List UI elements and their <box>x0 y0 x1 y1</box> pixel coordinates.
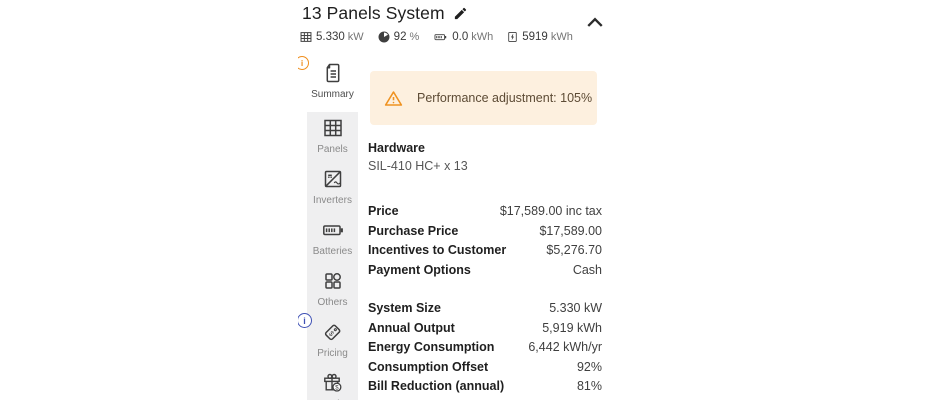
row-bill-reduction: Bill Reduction (annual) 81% <box>368 379 602 399</box>
incentives-gift-icon: $ <box>323 373 341 392</box>
others-shapes-icon <box>324 273 341 289</box>
row-value: 92% <box>576 359 602 374</box>
stat-unit: kW <box>347 31 364 43</box>
stat-battery-storage: 0.0 kWh <box>432 30 493 44</box>
warning-triangle-icon <box>384 90 403 106</box>
stat-value: 0.0 <box>452 31 469 43</box>
row-system-size: System Size 5.330 kW <box>368 301 602 321</box>
stat-system-size: 5.330 kW <box>299 30 364 44</box>
row-value: 5,919 kWh <box>542 320 602 335</box>
row-value: $5,276.70 <box>546 243 602 257</box>
battery-icon <box>322 225 343 236</box>
row-value: 6,442 kWh/yr <box>528 340 602 354</box>
row-label: Incentives to Customer <box>368 243 507 257</box>
warning-text: Performance adjustment: 105% <box>417 91 593 105</box>
stat-value: 5919 <box>522 31 548 43</box>
chevron-up-icon[interactable] <box>586 15 604 29</box>
stat-annual-output: 5919 kWh <box>506 30 573 44</box>
hardware-value: SIL-410 HC+ x 13 <box>368 159 468 173</box>
pricing-rows: Price $17,589.00 inc tax Purchase Price … <box>368 204 602 282</box>
sidebar-item-label: Others <box>317 297 348 308</box>
system-rows: System Size 5.330 kW Annual Output 5,919… <box>368 301 602 399</box>
stat-unit: % <box>409 31 420 43</box>
row-purchase-price: Purchase Price $17,589.00 <box>368 224 602 244</box>
battery-storage-icon <box>434 34 447 41</box>
row-energy-consumption: Energy Consumption 6,442 kWh/yr <box>368 340 602 360</box>
row-annual-output: Annual Output 5,919 kWh <box>368 321 602 341</box>
sidebar-item-summary[interactable]: Summary <box>307 57 358 108</box>
row-value: 5.330 kW <box>549 301 602 315</box>
hardware-heading: Hardware <box>368 141 425 155</box>
row-price: Price $17,589.00 inc tax <box>368 204 602 224</box>
row-label: Consumption Offset <box>368 359 489 374</box>
row-consumption-offset: Consumption Offset 92% <box>368 360 602 380</box>
summary-info-badge-icon[interactable]: i <box>298 56 309 70</box>
sidebar-item-inverters[interactable]: Inverters <box>307 163 358 214</box>
row-label: Bill Reduction (annual) <box>368 379 505 393</box>
row-value: $17,589.00 inc tax <box>499 204 602 218</box>
row-value: Cash <box>572 262 602 277</box>
row-payment-options: Payment Options Cash <box>368 263 602 283</box>
sidebar-item-label: Panels <box>317 144 348 155</box>
sidebar-item-others[interactable]: Others <box>307 265 358 316</box>
row-value: 81% <box>576 379 602 393</box>
dollar-glyph: $ <box>326 330 334 338</box>
stat-value: 92 <box>393 31 407 43</box>
row-label: Payment Options <box>368 262 471 277</box>
row-incentives-to-customer: Incentives to Customer $5,276.70 <box>368 243 602 263</box>
summary-content: Performance adjustment: 105% Hardware SI… <box>368 55 602 400</box>
sidebar-item-pricing[interactable]: $ Pricing <box>307 316 358 367</box>
stat-unit: kWh <box>550 31 573 43</box>
page-title: 13 Panels System <box>302 3 445 23</box>
panels-grid-icon <box>323 119 342 137</box>
sidebar-item-label: Summary <box>311 89 354 100</box>
edit-icon[interactable] <box>453 6 468 21</box>
row-label: Annual Output <box>368 320 455 335</box>
sidebar-item-label: Inverters <box>313 195 352 206</box>
row-label: Purchase Price <box>368 223 459 238</box>
consumption-offset-icon <box>378 31 390 43</box>
row-value: $17,589.00 <box>539 223 602 238</box>
pricing-info-badge-icon[interactable]: i <box>298 313 312 328</box>
sidebar-item-incentives[interactable]: $ Incentives <box>307 367 358 400</box>
sidebar-item-panels[interactable]: Panels <box>307 112 358 163</box>
pricing-tag-icon: $ <box>324 324 340 341</box>
sidebar-tabs: Summary Panels <box>298 0 358 400</box>
sidebar-strip <box>307 112 358 400</box>
dollar-glyph: $ <box>335 385 339 391</box>
sidebar-item-label: Batteries <box>312 246 353 257</box>
annual-output-icon <box>508 31 517 43</box>
panel-content: 13 Panels System 5.330 kW <box>298 0 610 400</box>
row-label: Energy Consumption <box>368 340 495 354</box>
stat-unit: kWh <box>471 31 494 43</box>
solar-panels-icon <box>300 32 312 42</box>
summary-document-icon <box>326 63 339 83</box>
row-label: System Size <box>368 301 441 315</box>
performance-warning-banner: Performance adjustment: 105% <box>370 71 597 125</box>
sidebar-item-batteries[interactable]: Batteries <box>307 214 358 265</box>
stat-consumption-offset: 92 % <box>377 30 420 44</box>
stat-value: 5.330 <box>316 31 345 43</box>
inverter-icon <box>324 170 341 188</box>
header: 13 Panels System <box>302 3 468 24</box>
row-label: Price <box>368 204 399 218</box>
system-stats-row: 5.330 kW 92 % <box>299 30 573 44</box>
sidebar-item-label: Pricing <box>317 348 348 359</box>
